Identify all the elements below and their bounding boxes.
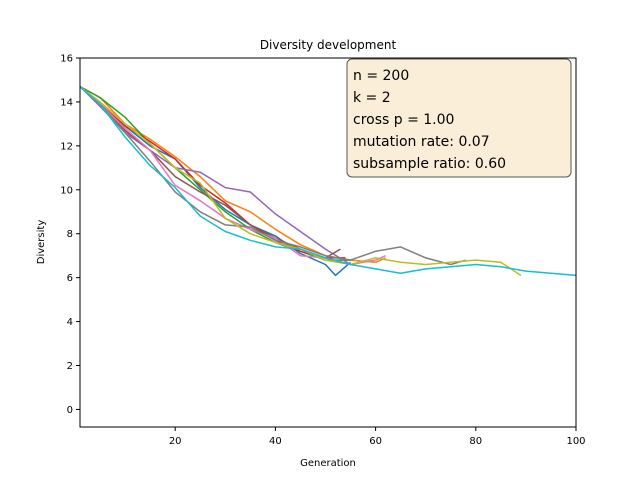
x-tick-label: 60	[369, 436, 382, 447]
y-tick-label: 12	[60, 141, 73, 152]
y-tick-label: 4	[67, 317, 73, 328]
annotation-line-5: subsample ratio: 0.60	[353, 156, 506, 172]
x-tick-label: 80	[469, 436, 482, 447]
parameter-annotation: n = 200 k = 2 cross p = 1.00 mutation ra…	[346, 58, 572, 178]
annotation-line-4: mutation rate: 0.07	[353, 134, 490, 150]
x-tick-label: 20	[169, 436, 182, 447]
series-line-4	[79, 86, 346, 259]
chart-title: Diversity development	[260, 38, 397, 52]
x-tick-label: 100	[566, 436, 585, 447]
annotation-line-1: n = 200	[353, 68, 409, 84]
plot-frame	[79, 57, 577, 428]
y-tick-label: 0	[67, 405, 73, 416]
series-line-10	[79, 86, 577, 277]
y-tick-label: 8	[67, 229, 73, 240]
series-line-3	[79, 85, 351, 261]
y-tick-label: 16	[60, 54, 73, 65]
series-line-2	[79, 85, 386, 264]
y-tick-label: 2	[67, 361, 73, 372]
x-axis-label: Generation	[300, 458, 356, 469]
y-tick-label: 10	[60, 185, 73, 196]
annotation-line-3: cross p = 1.00	[353, 112, 454, 128]
series-line-7	[79, 86, 386, 266]
x-tick-label: 40	[269, 436, 282, 447]
annotation-line-2: k = 2	[353, 90, 391, 106]
annotation-background	[346, 58, 572, 178]
series-line-8	[79, 86, 467, 266]
y-tick-label: 14	[60, 97, 73, 108]
series-layer	[79, 85, 577, 277]
y-axis-label: Diversity	[36, 220, 47, 265]
ticks-layer: 20 40 60 80 100 0 2 4 6 8 10 12 14 16	[60, 54, 585, 448]
y-tick-label: 6	[67, 273, 73, 284]
